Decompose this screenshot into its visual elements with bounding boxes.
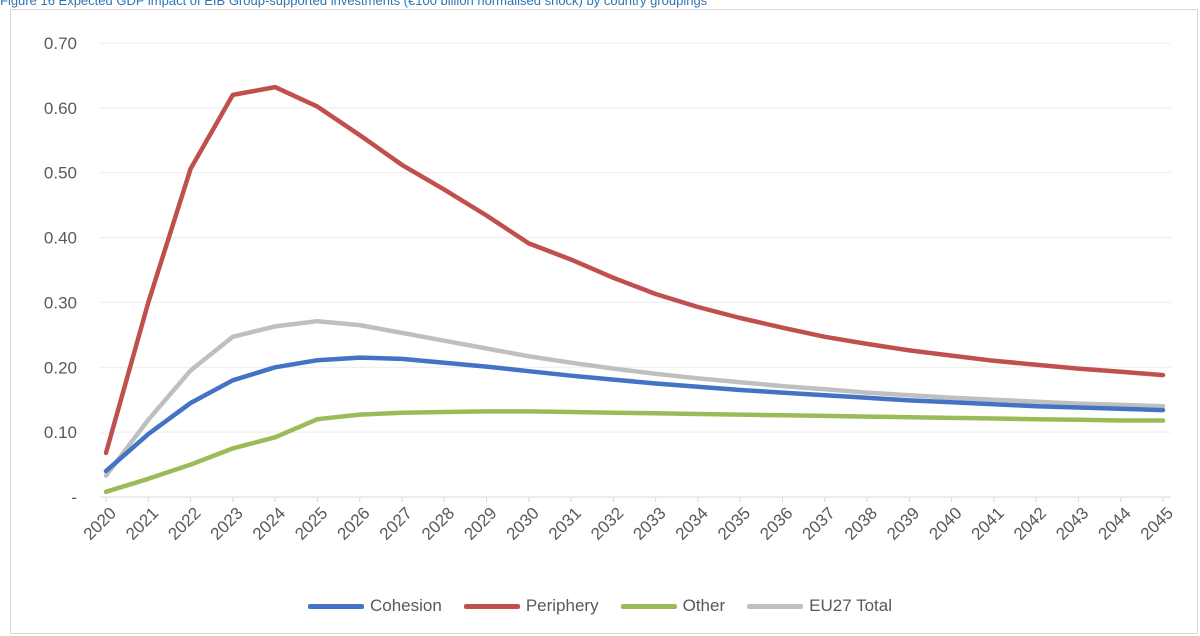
x-tick-label: 2032	[587, 504, 627, 544]
x-tick-label: 2034	[672, 504, 712, 544]
series-line-other	[103, 409, 1166, 495]
x-tick-label: 2039	[883, 504, 923, 544]
legend-swatch	[747, 603, 804, 609]
gridlines	[100, 42, 1171, 498]
x-tick-label: 2028	[418, 504, 458, 544]
x-tick-label: 2035	[714, 504, 754, 544]
y-tick-label: -	[71, 488, 77, 507]
legend-item: EU27 Total	[747, 596, 892, 616]
x-tick-label: 2030	[503, 504, 543, 544]
x-tick-label: 2025	[291, 504, 331, 544]
y-tick-label: 0.70	[44, 34, 77, 53]
x-tick-label: 2020	[80, 504, 120, 544]
series-lines	[103, 84, 1166, 495]
x-tick-label: 2022	[164, 504, 204, 544]
legend-label: Periphery	[525, 596, 599, 615]
x-tick-label: 2027	[376, 504, 416, 544]
x-tick-label: 2021	[122, 504, 162, 544]
legend-label: Cohesion	[370, 596, 442, 615]
y-tick-label: 0.30	[44, 293, 77, 312]
y-tick-label: 0.40	[44, 229, 77, 248]
x-tick-label: 2045	[1137, 504, 1177, 544]
x-tick-label: 2037	[799, 504, 839, 544]
x-tick-label: 2044	[1095, 504, 1135, 544]
x-tick-label: 2036	[756, 504, 796, 544]
figure-caption: Figure 16 Expected GDP impact of EIB Gro…	[0, 0, 708, 8]
x-tick-label: 2042	[1010, 504, 1050, 544]
x-axis: 2020 2021 2022 2023 2024 2025 2026 2027 2028 2029…	[80, 497, 1177, 544]
x-tick-label: 2031	[545, 504, 585, 544]
x-tick-label: 2029	[460, 504, 500, 544]
legend-label: Other	[682, 596, 726, 615]
y-tick-label: 0.50	[44, 164, 77, 183]
chart-legend: Cohesion Periphery Other EU27 Total	[0, 594, 1200, 618]
x-tick-label: 2041	[968, 504, 1008, 544]
x-tick-label: 2024	[249, 504, 289, 544]
series-line-cohesion	[103, 355, 1166, 474]
legend-swatch	[620, 603, 677, 609]
legend-item: Periphery	[463, 596, 599, 616]
legend-label: EU27 Total	[809, 596, 892, 615]
series-line-periphery	[103, 84, 1166, 456]
x-tick-label: 2026	[333, 504, 373, 544]
legend-item: Cohesion	[308, 596, 442, 616]
y-axis: - 0.10 0.20 0.30 0.40 0.50 0.60 0.70	[44, 34, 77, 507]
legend-swatch	[463, 603, 520, 609]
x-tick-label: 2023	[207, 504, 247, 544]
x-tick-label: 2033	[629, 504, 669, 544]
legend-swatch	[308, 603, 364, 609]
series-line-eu27-total	[103, 318, 1166, 478]
chart-frame	[10, 9, 1198, 634]
legend-item: Other	[620, 596, 726, 616]
y-tick-label: 0.20	[44, 358, 77, 377]
x-tick-label: 2038	[841, 504, 881, 544]
x-tick-label: 2043	[1052, 504, 1092, 544]
x-tick-label: 2040	[925, 504, 965, 544]
y-tick-label: 0.60	[44, 99, 77, 118]
y-tick-label: 0.10	[44, 423, 77, 442]
